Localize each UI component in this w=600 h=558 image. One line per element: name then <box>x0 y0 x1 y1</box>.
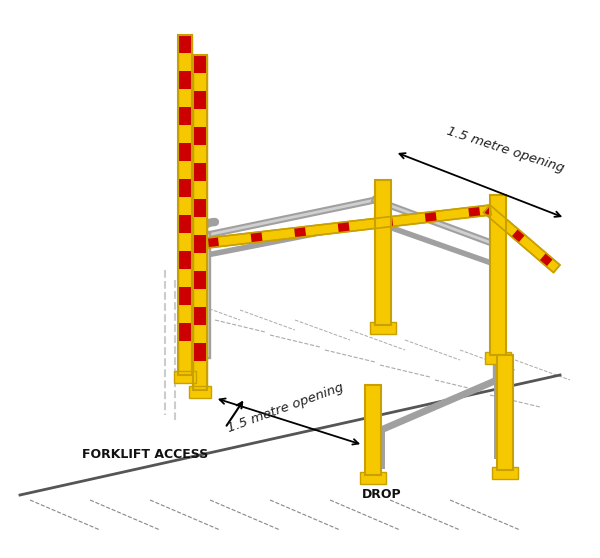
FancyBboxPatch shape <box>178 143 192 161</box>
FancyBboxPatch shape <box>178 251 192 269</box>
Polygon shape <box>381 217 393 228</box>
FancyBboxPatch shape <box>193 91 207 109</box>
Polygon shape <box>251 232 263 243</box>
FancyBboxPatch shape <box>189 386 211 398</box>
Polygon shape <box>539 253 553 267</box>
FancyBboxPatch shape <box>375 180 391 325</box>
FancyBboxPatch shape <box>490 195 506 355</box>
FancyBboxPatch shape <box>492 467 518 479</box>
Polygon shape <box>425 211 437 223</box>
FancyBboxPatch shape <box>193 163 207 181</box>
FancyBboxPatch shape <box>178 215 192 233</box>
FancyBboxPatch shape <box>193 199 207 217</box>
FancyBboxPatch shape <box>178 323 192 341</box>
Polygon shape <box>484 205 560 273</box>
FancyBboxPatch shape <box>178 35 192 375</box>
Text: 1.5 metre opening: 1.5 metre opening <box>445 125 565 175</box>
Text: 1.5 metre opening: 1.5 metre opening <box>225 381 345 435</box>
FancyBboxPatch shape <box>178 287 192 305</box>
FancyBboxPatch shape <box>365 385 381 475</box>
FancyBboxPatch shape <box>178 35 192 53</box>
FancyBboxPatch shape <box>193 55 207 390</box>
FancyBboxPatch shape <box>193 55 207 73</box>
Polygon shape <box>511 229 525 243</box>
Text: FORKLIFT ACCESS: FORKLIFT ACCESS <box>82 449 208 461</box>
Polygon shape <box>207 205 491 248</box>
FancyBboxPatch shape <box>485 352 511 364</box>
FancyBboxPatch shape <box>370 322 396 334</box>
Text: DROP: DROP <box>362 488 402 502</box>
FancyBboxPatch shape <box>193 343 207 361</box>
FancyBboxPatch shape <box>178 71 192 89</box>
FancyBboxPatch shape <box>497 355 513 470</box>
FancyBboxPatch shape <box>178 107 192 125</box>
FancyBboxPatch shape <box>178 179 192 197</box>
FancyBboxPatch shape <box>193 271 207 289</box>
Polygon shape <box>468 206 480 218</box>
FancyBboxPatch shape <box>193 127 207 145</box>
FancyBboxPatch shape <box>174 371 196 383</box>
FancyBboxPatch shape <box>193 307 207 325</box>
FancyBboxPatch shape <box>193 235 207 253</box>
Polygon shape <box>207 237 219 248</box>
Polygon shape <box>338 222 350 233</box>
FancyBboxPatch shape <box>360 472 386 484</box>
Polygon shape <box>294 227 306 238</box>
Polygon shape <box>484 205 497 219</box>
